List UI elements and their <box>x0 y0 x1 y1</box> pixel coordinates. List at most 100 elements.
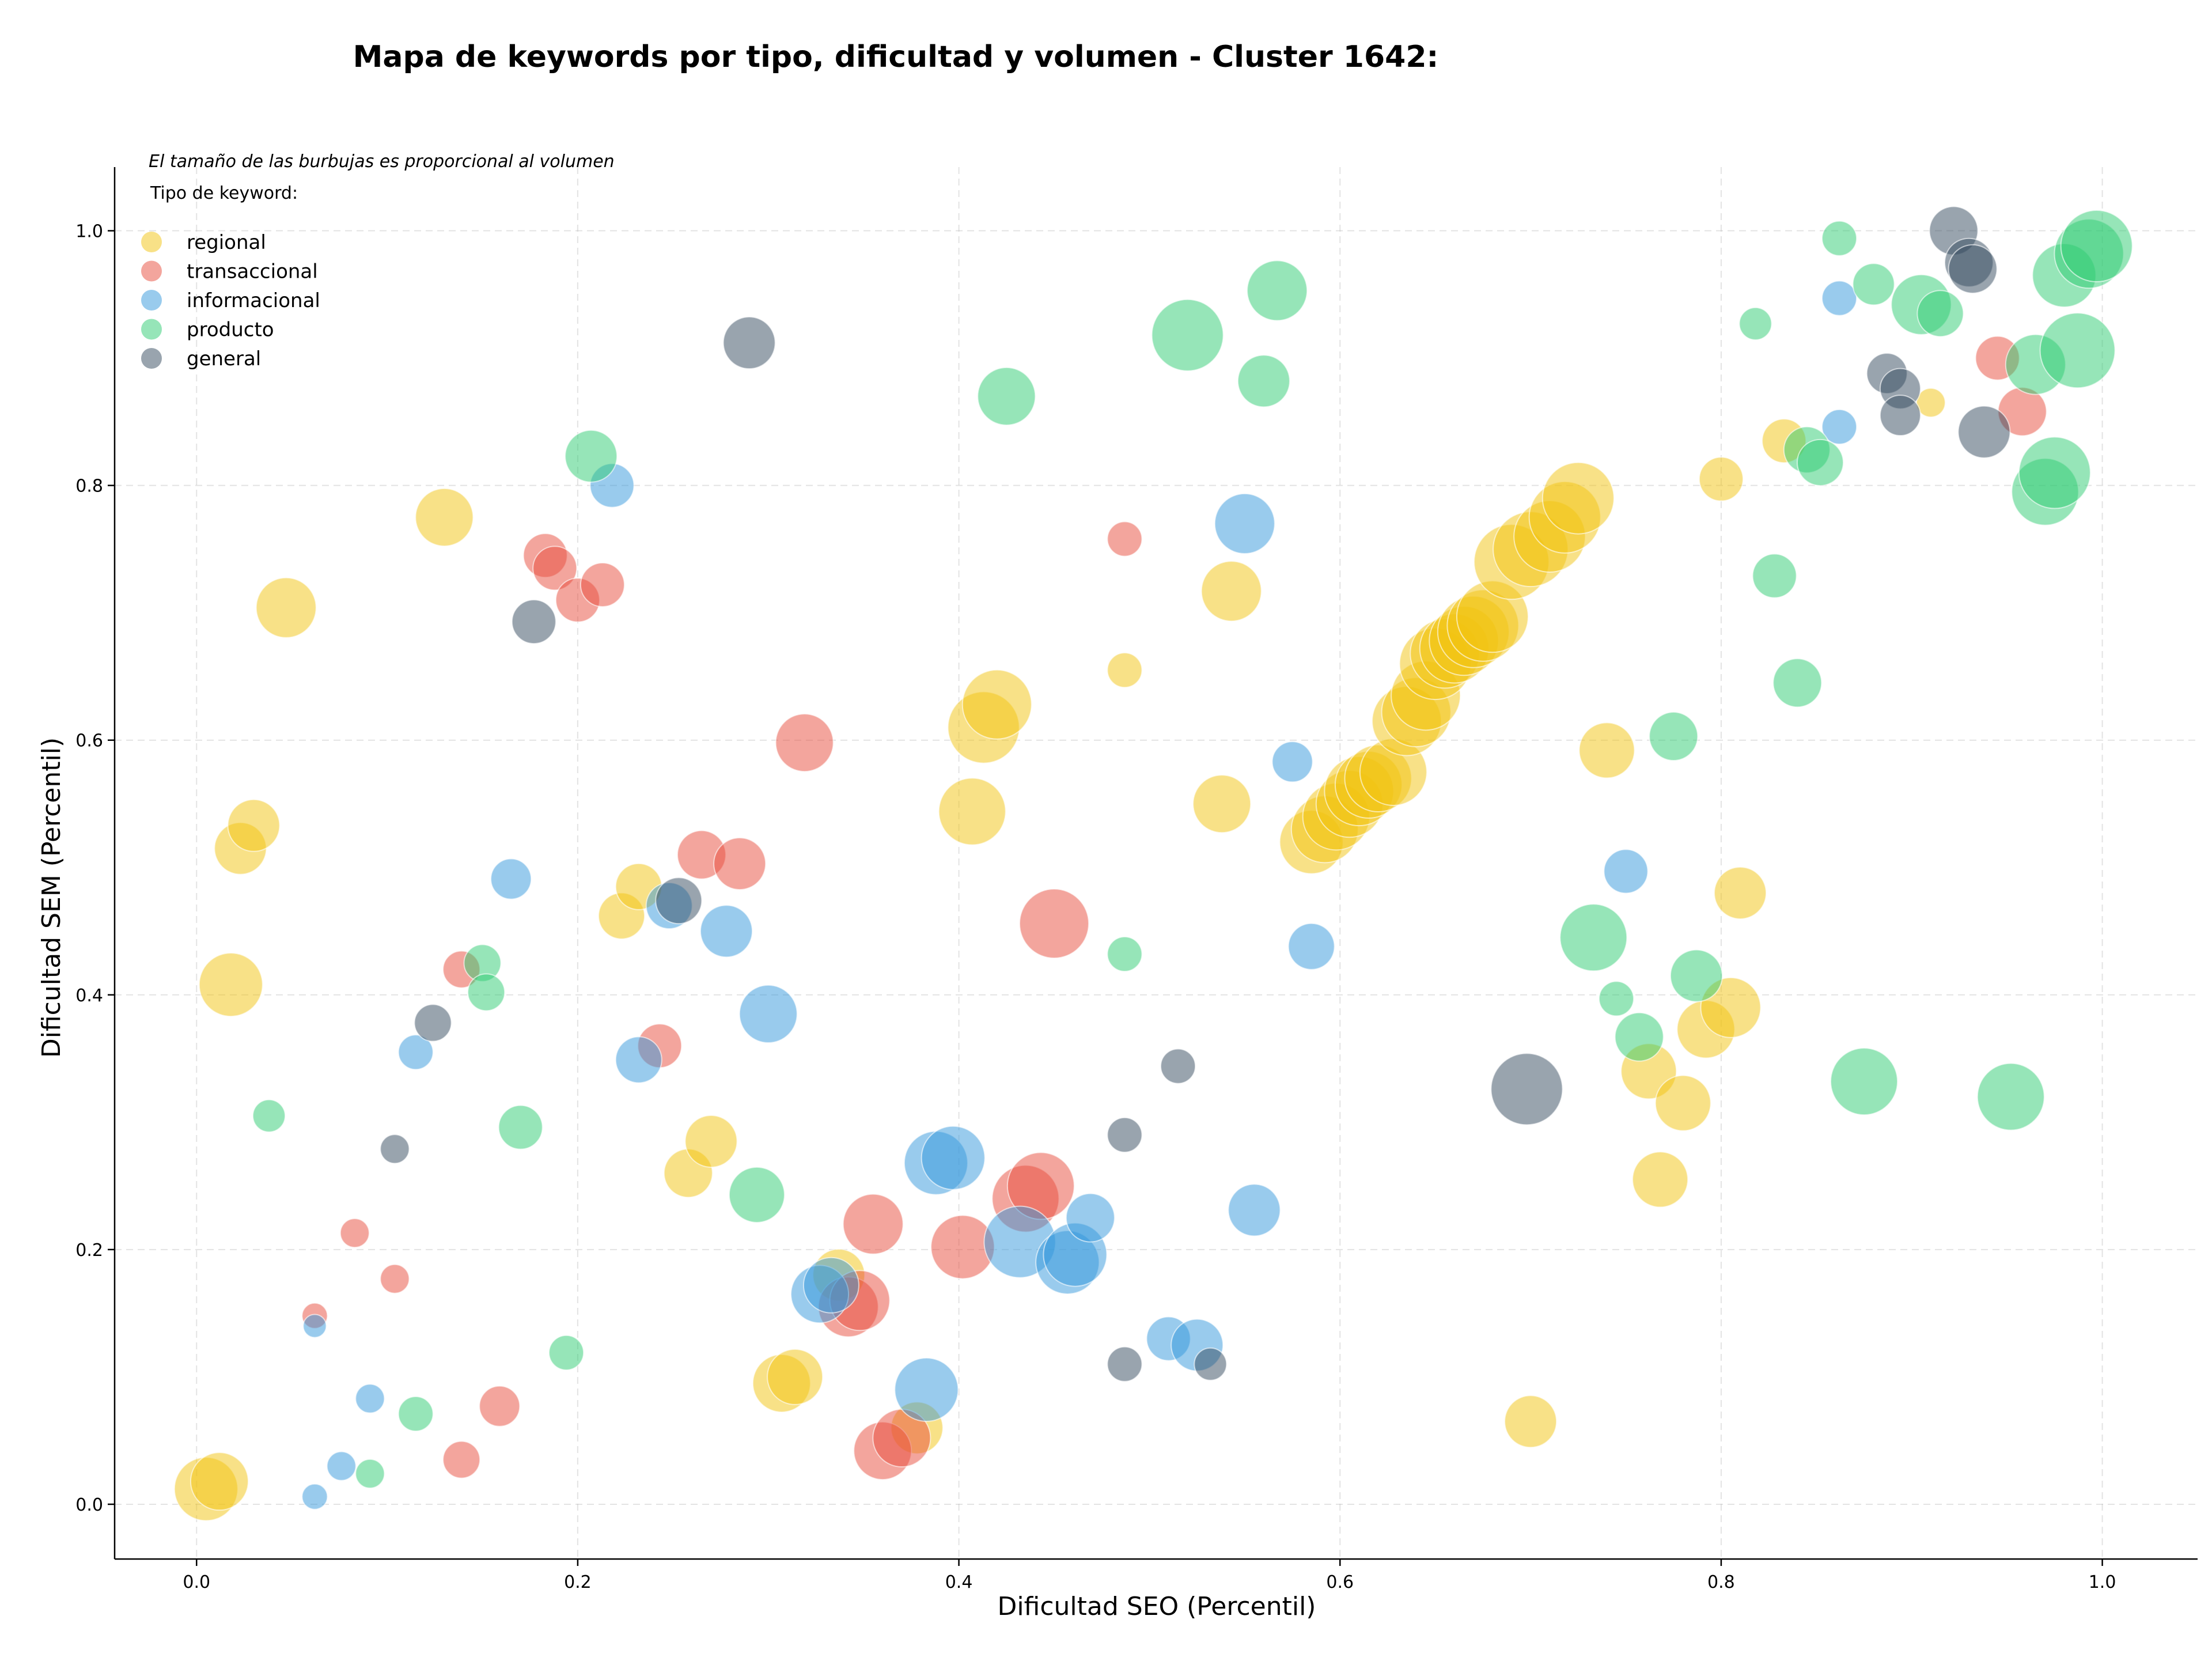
bubble-transaccional <box>442 1440 481 1479</box>
bubble-general <box>655 877 703 925</box>
bubble-informacional <box>802 1257 859 1314</box>
bubble-producto <box>397 1396 434 1432</box>
bubble-general <box>1490 1053 1563 1126</box>
bubble-informacional <box>921 1125 986 1190</box>
bubble-general <box>380 1134 410 1164</box>
legend-marker-informacional <box>141 290 162 311</box>
y-tick-label: 1.0 <box>75 222 103 242</box>
grid-lines <box>115 167 2198 1559</box>
bubble-regional <box>1541 461 1615 535</box>
bubble-producto <box>1916 290 1964 338</box>
bubble-transaccional <box>579 562 625 608</box>
bubble-general <box>1194 1347 1228 1381</box>
bubble-transaccional <box>842 1193 904 1255</box>
legend-title: Tipo de keyword: <box>150 183 298 203</box>
x-tick-label: 0.8 <box>1707 1572 1735 1592</box>
bubble-producto <box>1559 903 1628 972</box>
bubble-producto <box>977 366 1036 426</box>
bubble-transaccional <box>713 837 767 891</box>
bubble-producto <box>1796 438 1844 486</box>
legend-label-informacional: informacional <box>187 289 320 312</box>
y-tick-label: 0.6 <box>75 731 103 751</box>
bubble-informacional <box>397 1034 434 1070</box>
x-tick-label: 0.4 <box>945 1572 973 1592</box>
legend-label-transaccional: transaccional <box>187 260 318 283</box>
bubble-general <box>722 316 776 370</box>
bubble-regional <box>961 669 1032 740</box>
bubble-informacional <box>1271 741 1313 783</box>
legend: regional transaccional informacional produc… <box>141 231 320 370</box>
bubble-informacional <box>301 1483 328 1510</box>
bubble-producto <box>1669 949 1723 1002</box>
bubble-informacional <box>1603 849 1649 894</box>
bubble-transaccional <box>380 1263 410 1294</box>
bubble-transaccional <box>1019 888 1090 959</box>
bubble-regional <box>684 1114 738 1168</box>
bubble-regional <box>767 1348 824 1405</box>
x-tick-label: 0.2 <box>564 1572 592 1592</box>
x-tick-label: 1.0 <box>2089 1572 2116 1592</box>
y-tick-label: 0.2 <box>75 1240 103 1261</box>
bubble-regional <box>1200 561 1262 622</box>
legend-label-producto: producto <box>187 319 274 342</box>
bubble-regional <box>1654 1074 1711 1132</box>
bubble-producto <box>1614 1012 1664 1062</box>
bubble-producto <box>1598 981 1634 1017</box>
bubble-informacional <box>894 1357 959 1422</box>
bubble-informacional <box>1228 1183 1281 1237</box>
legend-marker-regional <box>141 232 162 252</box>
bubble-transaccional <box>479 1385 521 1427</box>
bubble-producto <box>2039 312 2116 389</box>
bubble-informacional <box>302 1314 327 1338</box>
legend-label-regional: regional <box>187 231 266 254</box>
legend-marker-producto <box>141 319 162 340</box>
bubble-general <box>1107 1117 1143 1153</box>
bubble-producto <box>728 1166 785 1223</box>
bubble-regional <box>1192 774 1252 834</box>
bubble-producto <box>252 1099 286 1133</box>
x-tick-label: 0.0 <box>183 1572 210 1592</box>
bubble-general <box>1957 405 2011 459</box>
bubble-size-note: El tamaño de las burbujas es proporciona… <box>149 152 615 172</box>
y-tick-label: 0.8 <box>75 476 103 497</box>
bubble-producto <box>1830 1047 1899 1116</box>
bubble-regional <box>938 777 1006 846</box>
bubble-regional <box>190 1452 249 1511</box>
bubble-informacional <box>326 1451 357 1481</box>
x-tick-label: 0.6 <box>1326 1572 1354 1592</box>
bubble-regional <box>1714 866 1767 920</box>
bubble-producto <box>355 1458 385 1489</box>
y-tick-label: 0.0 <box>75 1495 103 1515</box>
bubble-producto <box>2018 436 2091 509</box>
bubble-producto <box>1772 658 1823 708</box>
x-axis-label: Dificultad SEO (Percentil) <box>998 1592 1316 1621</box>
bubble-general <box>1948 244 1998 294</box>
bubble-regional <box>198 952 263 1017</box>
bubble-regional <box>1504 1395 1558 1448</box>
bubble-transaccional <box>339 1218 370 1248</box>
bubble-producto <box>1821 220 1858 256</box>
chart-title: Mapa de keywords por tipo, dificultad y … <box>353 40 1439 74</box>
bubble-informacional <box>1821 408 1858 445</box>
bubble-regional <box>1698 456 1744 502</box>
legend-label-general: general <box>187 347 261 370</box>
legend-marker-general <box>141 348 162 369</box>
bubble-informacional <box>1287 922 1335 970</box>
bubble-producto <box>548 1334 585 1371</box>
axis-ticks: 0.0 0.2 0.4 0.6 0.8 1.0 0.0 0.2 0.4 0.6 0.8 1.0 <box>75 222 2116 1592</box>
bubble-general <box>511 599 556 645</box>
bubble-transaccional <box>775 713 834 773</box>
bubble-producto <box>467 973 506 1012</box>
bubble-general <box>1879 395 1921 437</box>
y-tick-label: 0.4 <box>75 986 103 1006</box>
bubble-producto <box>498 1104 543 1150</box>
bubble-informacional <box>490 858 532 900</box>
bubble-producto <box>1649 712 1699 762</box>
bubble-regional <box>227 799 281 852</box>
bubble-producto <box>1151 298 1224 372</box>
bubble-informacional <box>738 984 798 1043</box>
bubble-producto <box>1852 263 1895 306</box>
bubble-producto <box>1107 936 1143 973</box>
bubble-producto <box>1247 260 1308 321</box>
